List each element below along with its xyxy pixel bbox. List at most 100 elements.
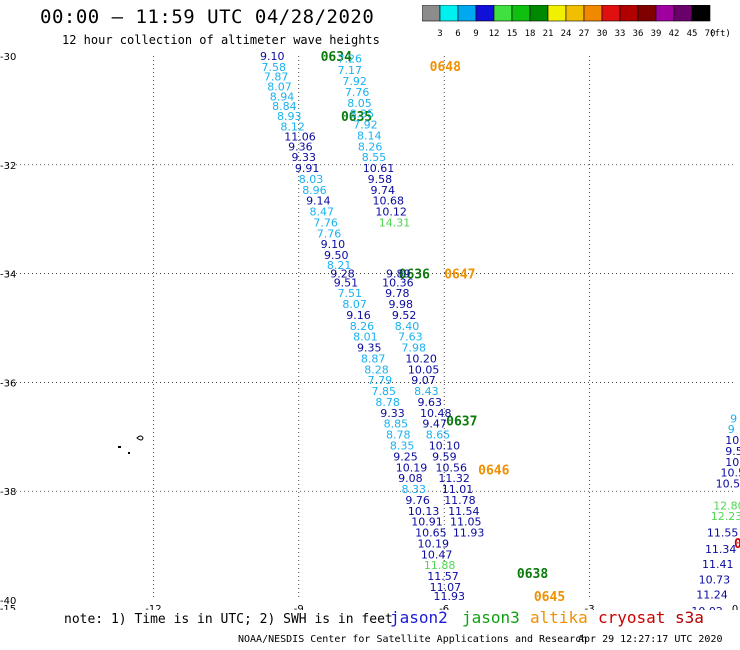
wave-height-label: 11.88 <box>424 559 456 572</box>
wave-height-label: 10.48 <box>420 407 452 420</box>
wave-height-label: 11.78 <box>444 494 476 507</box>
wave-height-label: 9.50 <box>324 249 349 262</box>
wave-height-label: 7.17 <box>338 64 363 77</box>
colorbar-tick-label: 30 <box>596 29 608 39</box>
wave-height-label: 10.36 <box>382 276 414 289</box>
wave-height-map: -15 -12 -9 -6 -3 0-40-38-36-34-32-30 9.107.587… <box>0 50 740 610</box>
wave-height-label: 9.5 <box>725 445 740 458</box>
colorbar-tick-label: 21 <box>542 29 554 39</box>
wave-height-label: 7.58 <box>261 61 286 74</box>
wave-height-label: 8.93 <box>277 110 302 123</box>
legend-s3a: s3a <box>675 608 704 627</box>
wave-height-label: 10.19 <box>396 461 428 474</box>
lat-tick-label: -32 <box>0 161 16 172</box>
wave-height-label: 8.05 <box>347 97 372 110</box>
wave-height-label: 8.65 <box>426 429 451 442</box>
wave-height-label: 9.10 <box>260 50 285 63</box>
wave-height-label: 7.76 <box>345 86 370 99</box>
wave-height-label: 7.92 <box>353 119 378 132</box>
credit-text: NOAA/NESDIS Center for Satellite Applica… <box>238 634 588 645</box>
wave-height-label: 8.01 <box>353 331 378 344</box>
wave-height-label: 9.51 <box>334 276 359 289</box>
wave-height-label: 7.98 <box>402 342 427 355</box>
colorbar-tick-label: 6 <box>455 29 461 39</box>
colorbar-tick-label: 3 <box>437 29 443 39</box>
colorbar-tick-label: 42 <box>668 29 680 39</box>
wave-height-label: 7.76 <box>313 216 338 229</box>
wave-height-label: 8.55 <box>362 151 387 164</box>
wave-height-label: 10.19 <box>418 537 450 550</box>
lon-tick-label: -15 <box>0 604 16 610</box>
pass-time-label: 0635 <box>341 110 372 125</box>
wave-height-label: 11.93 <box>453 527 485 540</box>
pass-time-label: 0646 <box>478 463 509 478</box>
wave-height-label: 8.78 <box>386 429 411 442</box>
colorbar-tick-label: 27 <box>578 29 590 39</box>
wave-height-label: 10.12 <box>375 206 407 219</box>
wave-height-label: 10.61 <box>363 162 395 175</box>
wave-height-label: 9.33 <box>292 151 317 164</box>
wave-height-label: 9.59 <box>432 450 457 463</box>
legend-jason3: jason3 <box>462 608 520 627</box>
wave-height-label: 8.84 <box>272 100 297 113</box>
wave-height-label: 11.41 <box>702 558 734 571</box>
pass-time-label: 0647 <box>444 268 475 283</box>
colorbar-swatches <box>421 4 711 22</box>
wave-height-label: 9.47 <box>422 418 447 431</box>
wave-height-label: 8.07 <box>267 80 292 93</box>
wave-height-label: 9.07 <box>411 374 436 387</box>
wave-height-label: 10.13 <box>408 505 440 518</box>
wave-height-label: 9.08 <box>398 472 423 485</box>
wave-height-label: 8.21 <box>327 259 352 272</box>
colorbar-tick-label: 33 <box>614 29 626 39</box>
wave-height-label: 9.58 <box>368 173 393 186</box>
wave-height-label: 7.92 <box>342 75 367 88</box>
wave-height-label: 10.05 <box>408 363 440 376</box>
colorbar-tick-label: 18 <box>524 29 536 39</box>
timestamp-text: Apr 29 12:27:17 UTC 2020 <box>578 634 723 645</box>
wave-height-label: 11.57 <box>427 570 459 583</box>
wave-height-label: 11.54 <box>448 505 480 518</box>
wave-height-label: 9.52 <box>392 309 417 322</box>
wave-height-label: 8.78 <box>375 396 400 409</box>
wave-height-label: 8.94 <box>270 90 295 103</box>
colorbar-tick-label: 70 <box>704 29 716 39</box>
wave-height-label: 7.79 <box>368 374 393 387</box>
wave-height-label: 9.16 <box>346 309 371 322</box>
lon-tick-label: -6 <box>439 604 449 610</box>
wave-height-label: 8.14 <box>357 129 382 142</box>
island-outline <box>128 452 130 454</box>
wave-height-label: 12.80 <box>713 499 740 512</box>
wave-height-label: 11.06 <box>284 131 316 144</box>
colorbar-tick-label: 24 <box>560 29 572 39</box>
wave-height-label: 11.34 <box>705 543 737 556</box>
wave-height-label: 8.35 <box>350 108 375 121</box>
wave-height-label: 7.85 <box>372 385 397 398</box>
wave-height-label: 7.63 <box>398 331 423 344</box>
colorbar-tick-label: 15 <box>506 29 518 39</box>
wave-height-label: 11.55 <box>707 527 739 540</box>
wave-height-label: 9.36 <box>288 140 313 153</box>
wave-height-label: 9.89 <box>386 268 411 281</box>
legend-cryosat: cryosat <box>598 608 666 627</box>
legend-altika: altika <box>530 608 588 627</box>
lat-tick-label: -36 <box>0 378 16 389</box>
wave-height-label: 8.43 <box>414 385 439 398</box>
colorbar-tick-label: 9 <box>473 29 479 39</box>
wave-height-label: 8.96 <box>302 184 327 197</box>
wave-height-label: 10.68 <box>372 195 404 208</box>
wave-height-label: 9.25 <box>393 450 418 463</box>
wave-height-label: 10.91 <box>411 516 443 529</box>
wave-height-label: 7.87 <box>264 71 289 84</box>
wave-height-label: 8.03 <box>299 173 324 186</box>
legend-jason2: jason2 <box>390 608 448 627</box>
wave-height-label: 9.35 <box>357 342 382 355</box>
pass-time-label: 0634 <box>321 50 352 65</box>
wave-height-label: 11.24 <box>696 589 728 602</box>
pass-time-label: 0638 <box>517 567 548 582</box>
pass-time-label: 0636 <box>399 268 430 283</box>
wave-height-label: 10.65 <box>415 527 447 540</box>
wave-height-label: 8.87 <box>361 352 386 365</box>
wave-height-label: 9.33 <box>380 407 405 420</box>
wave-height-label: 9.10 <box>321 238 346 251</box>
